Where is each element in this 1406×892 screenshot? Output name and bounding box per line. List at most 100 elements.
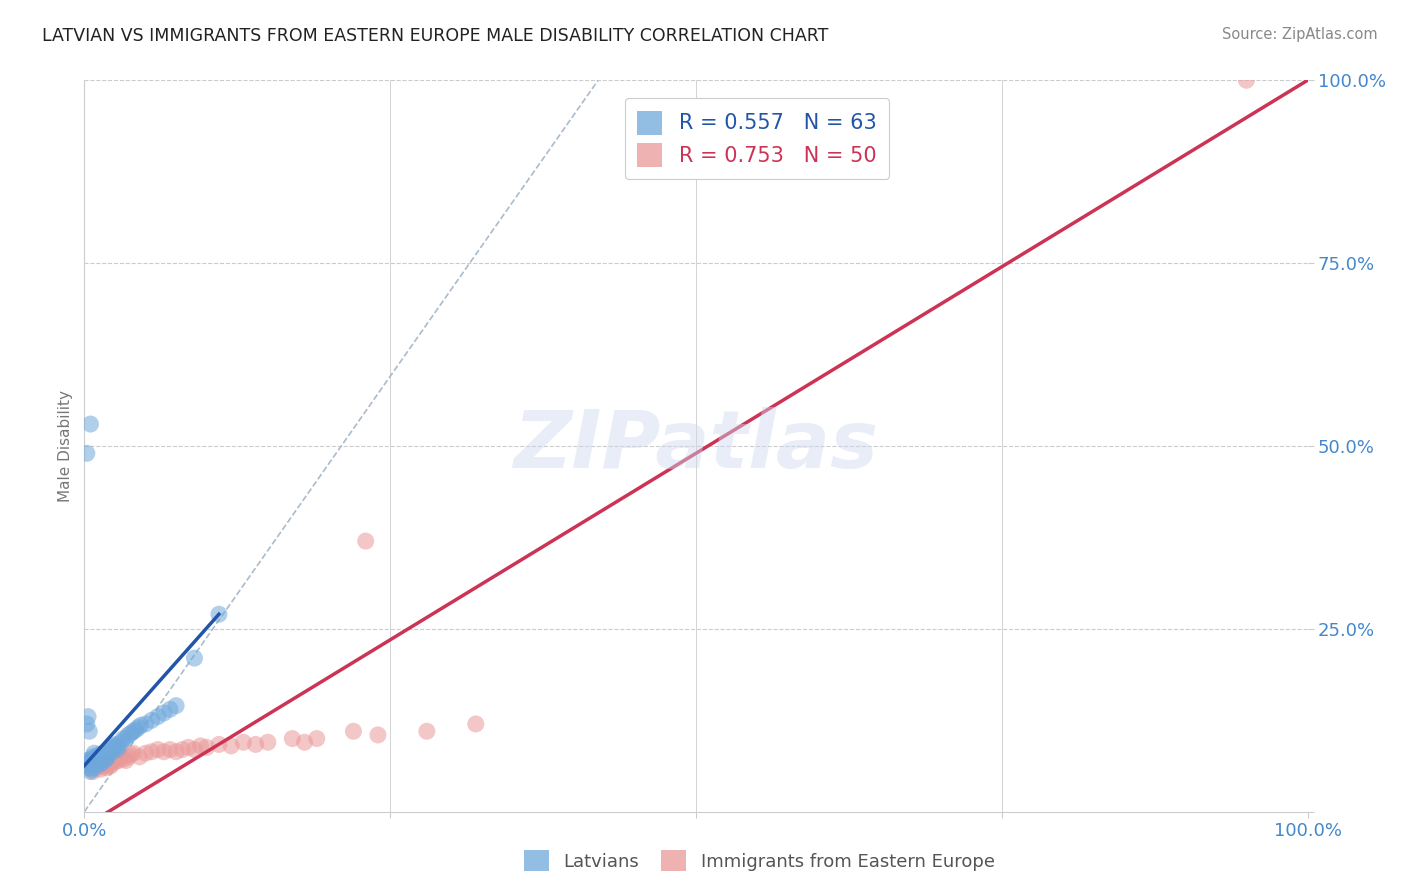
Point — [146, 709, 169, 723]
Point — [80, 762, 103, 776]
Point — [122, 746, 145, 760]
Point — [77, 757, 100, 772]
Point — [141, 714, 163, 728]
Point — [125, 723, 148, 737]
Point — [86, 754, 108, 768]
Point — [105, 742, 128, 756]
Point — [86, 761, 108, 775]
Point — [105, 752, 128, 766]
Point — [127, 721, 149, 735]
Legend: R = 0.557   N = 63, R = 0.753   N = 50: R = 0.557 N = 63, R = 0.753 N = 50 — [624, 98, 890, 179]
Point — [183, 651, 205, 665]
Point — [80, 752, 103, 766]
Point — [165, 745, 187, 759]
Point — [76, 446, 98, 460]
Text: ZIPatlas: ZIPatlas — [513, 407, 879, 485]
Text: LATVIAN VS IMMIGRANTS FROM EASTERN EUROPE MALE DISABILITY CORRELATION CHART: LATVIAN VS IMMIGRANTS FROM EASTERN EUROP… — [42, 27, 828, 45]
Point — [120, 747, 142, 762]
Point — [93, 759, 115, 773]
Point — [87, 747, 110, 762]
Point — [93, 749, 115, 764]
Point — [96, 752, 118, 766]
Point — [135, 717, 157, 731]
Point — [79, 764, 101, 779]
Point — [83, 746, 105, 760]
Point — [294, 735, 316, 749]
Point — [354, 534, 377, 549]
Point — [117, 749, 139, 764]
Point — [183, 742, 205, 756]
Point — [87, 755, 110, 769]
Point — [245, 738, 267, 752]
Point — [129, 718, 152, 732]
Point — [107, 739, 129, 753]
Point — [100, 757, 122, 772]
Point — [83, 755, 105, 769]
Point — [91, 746, 114, 760]
Point — [112, 752, 135, 766]
Point — [141, 745, 163, 759]
Point — [98, 744, 121, 758]
Point — [87, 754, 110, 768]
Point — [104, 755, 127, 769]
Point — [208, 738, 231, 752]
Point — [416, 724, 439, 739]
Text: Source: ZipAtlas.com: Source: ZipAtlas.com — [1222, 27, 1378, 42]
Point — [232, 735, 254, 749]
Point — [104, 739, 127, 753]
Point — [190, 739, 212, 753]
Point — [219, 739, 242, 753]
Point — [103, 740, 125, 755]
Point — [1236, 73, 1258, 87]
Point — [195, 740, 218, 755]
Point — [146, 742, 169, 756]
Point — [105, 738, 128, 752]
Point — [97, 757, 120, 772]
Point — [84, 757, 107, 772]
Point — [87, 751, 110, 765]
Point — [117, 728, 139, 742]
Point — [342, 724, 364, 739]
Point — [97, 755, 120, 769]
Point — [86, 749, 108, 764]
Point — [94, 747, 117, 762]
Point — [90, 749, 112, 764]
Point — [76, 717, 98, 731]
Legend: Latvians, Immigrants from Eastern Europe: Latvians, Immigrants from Eastern Europe — [516, 843, 1002, 879]
Point — [89, 762, 111, 776]
Point — [110, 735, 132, 749]
Point — [153, 745, 176, 759]
Point — [76, 754, 98, 768]
Point — [159, 702, 181, 716]
Point — [112, 731, 135, 746]
Point — [110, 749, 132, 764]
Point — [79, 761, 101, 775]
Point — [98, 759, 121, 773]
Point — [172, 742, 194, 756]
Point — [79, 417, 101, 431]
Point — [97, 746, 120, 760]
Point — [464, 717, 486, 731]
Point — [107, 754, 129, 768]
Point — [120, 726, 142, 740]
Point — [96, 746, 118, 760]
Point — [153, 706, 176, 720]
Point — [128, 749, 150, 764]
Point — [305, 731, 328, 746]
Point — [159, 742, 181, 756]
Point — [87, 758, 110, 772]
Point — [82, 749, 104, 764]
Point — [115, 731, 138, 746]
Point — [77, 761, 100, 775]
Point — [101, 745, 124, 759]
Point — [89, 757, 111, 772]
Point — [91, 757, 114, 772]
Point — [89, 752, 111, 766]
Point — [82, 758, 104, 772]
Point — [177, 740, 200, 755]
Y-axis label: Male Disability: Male Disability — [58, 390, 73, 502]
Point — [86, 758, 108, 772]
Point — [100, 742, 122, 756]
Point — [97, 749, 120, 764]
Point — [82, 764, 104, 779]
